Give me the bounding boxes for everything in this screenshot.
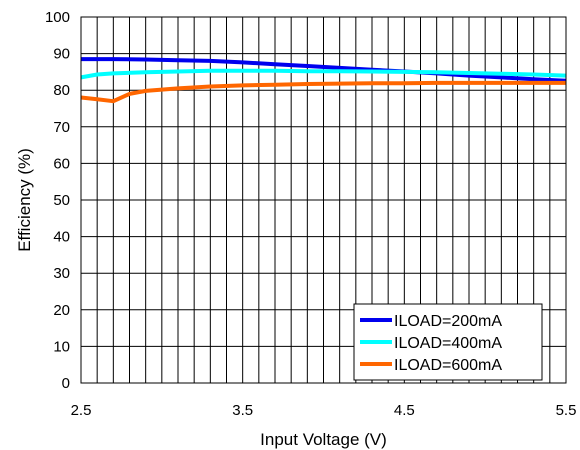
series-line-3 bbox=[80, 80, 566, 104]
x-tick-label: 4.5 bbox=[394, 402, 415, 419]
y-tick-label: 80 bbox=[53, 82, 70, 99]
x-axis-title: Input Voltage (V) bbox=[260, 430, 387, 449]
x-tick-label: 3.5 bbox=[232, 402, 253, 419]
y-tick-label: 60 bbox=[53, 155, 70, 172]
legend-label-2: ILOAD=400mA bbox=[394, 335, 502, 352]
x-tick-label: 5.5 bbox=[556, 402, 577, 419]
series-line-2 bbox=[80, 68, 567, 80]
x-tick-label: 2.5 bbox=[71, 402, 92, 419]
series-line-1 bbox=[81, 57, 567, 83]
legend: ILOAD=200mA ILOAD=400mA ILOAD=600mA bbox=[353, 303, 543, 381]
plot-frame bbox=[80, 16, 567, 384]
y-tick-label: 50 bbox=[53, 192, 70, 209]
y-tick-label: 0 bbox=[62, 375, 70, 392]
y-tick-label: 30 bbox=[53, 265, 70, 282]
y-tick-label: 100 bbox=[45, 9, 70, 26]
y-tick-labels: 0 10 20 30 40 50 60 70 80 90 100 bbox=[45, 9, 70, 392]
legend-label-3: ILOAD=600mA bbox=[394, 357, 502, 374]
x-tick-labels: 2.5 3.5 4.5 5.5 bbox=[71, 402, 577, 419]
legend-label-1: ILOAD=200mA bbox=[394, 313, 502, 330]
y-tick-label: 70 bbox=[53, 119, 70, 136]
y-axis-title: Efficiency (%) bbox=[15, 148, 34, 252]
series-lines bbox=[80, 57, 567, 104]
y-tick-label: 20 bbox=[53, 302, 70, 319]
y-tick-label: 40 bbox=[53, 229, 70, 246]
y-tick-label: 10 bbox=[53, 338, 70, 355]
y-tick-label: 90 bbox=[53, 46, 70, 63]
